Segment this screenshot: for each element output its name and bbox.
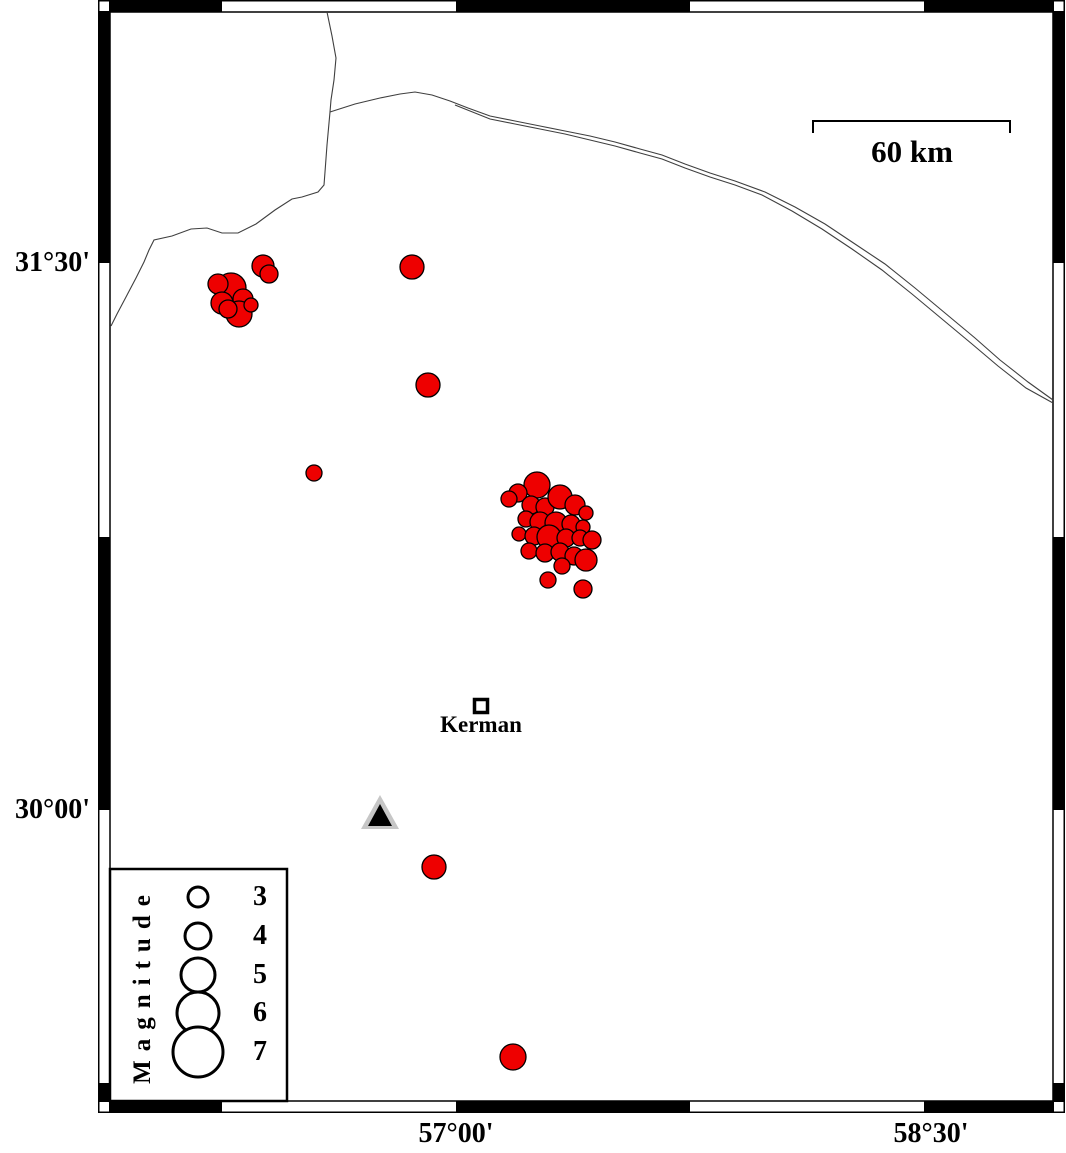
frame-tick-segment	[456, 0, 690, 12]
epicenter-marker	[539, 571, 557, 589]
legend-magnitude-value-7: 7	[253, 1036, 267, 1067]
epicenter-marker	[499, 1043, 527, 1071]
boundary-line	[329, 91, 1054, 401]
epicenter-marker	[305, 464, 323, 482]
longitude-label-57-00: 57°00'	[418, 1118, 494, 1149]
frame-tick-segment	[924, 0, 1053, 12]
legend-circles	[171, 885, 225, 1079]
frame-tick-segment	[110, 1101, 222, 1113]
legend-magnitude-value-3: 3	[253, 881, 267, 912]
legend-magnitude-value-4: 4	[253, 920, 267, 951]
boundary-lines	[110, 11, 1054, 404]
legend-circle-mag-5	[179, 956, 217, 994]
frame-tick-segment	[1053, 537, 1065, 810]
city-square-marker	[472, 697, 490, 715]
epicenter-marker	[415, 372, 441, 398]
city-square	[472, 697, 490, 715]
frame-tick-segment	[98, 1083, 110, 1101]
frame-tick-segment	[98, 537, 110, 810]
epicenter-marker	[573, 579, 593, 599]
legend-title: Magnitude	[129, 886, 156, 1084]
epicenter-marker	[259, 264, 279, 284]
latitude-label-30-00: 30°00'	[15, 794, 90, 825]
frame-tick-segment	[1053, 12, 1065, 263]
frame-corner	[98, 1100, 111, 1113]
epicenter-marker	[511, 526, 527, 542]
magnitude-legend	[108, 867, 289, 1103]
legend-circle-mag-3	[186, 885, 210, 909]
frame-tick-segment	[924, 1101, 1053, 1113]
boundary-line	[454, 104, 1054, 404]
frame-corner	[1052, 0, 1065, 13]
frame-corner	[1052, 1100, 1065, 1113]
station-inner-triangle	[368, 804, 392, 826]
epicenter-marker	[243, 297, 259, 313]
legend-magnitude-value-6: 6	[253, 997, 267, 1028]
epicenter-marker	[500, 490, 518, 508]
frame-tick-segment	[110, 0, 222, 12]
legend-circle-mag-7	[171, 1025, 225, 1079]
epicenter-marker	[520, 542, 538, 560]
legend-circle-mag-4	[183, 921, 213, 951]
epicenter-marker	[218, 299, 238, 319]
legend-magnitude-value-5: 5	[253, 959, 267, 990]
epicenter-marker	[207, 273, 229, 295]
latitude-label-31-30: 31°30'	[15, 247, 90, 278]
longitude-label-58-30: 58°30'	[893, 1118, 969, 1149]
epicenter-marker	[399, 254, 425, 280]
epicenter-layer	[207, 254, 602, 1071]
frame-tick-segment	[98, 12, 110, 263]
epicenter-marker	[582, 530, 602, 550]
epicenter-marker	[523, 471, 551, 499]
epicenter-marker	[578, 505, 594, 521]
epicenter-marker	[574, 548, 598, 572]
frame-tick-segment	[456, 1101, 690, 1113]
city-label-kerman: Kerman	[440, 712, 522, 737]
epicenter-marker	[553, 557, 571, 575]
station-triangle-marker	[361, 795, 399, 829]
boundary-line	[110, 11, 337, 327]
scale-bar	[812, 120, 1011, 133]
frame-corner	[98, 0, 111, 13]
frame-tick-segment	[1053, 1083, 1065, 1101]
epicenter-marker	[421, 854, 447, 880]
scale-bar-label: 60 km	[871, 134, 953, 169]
